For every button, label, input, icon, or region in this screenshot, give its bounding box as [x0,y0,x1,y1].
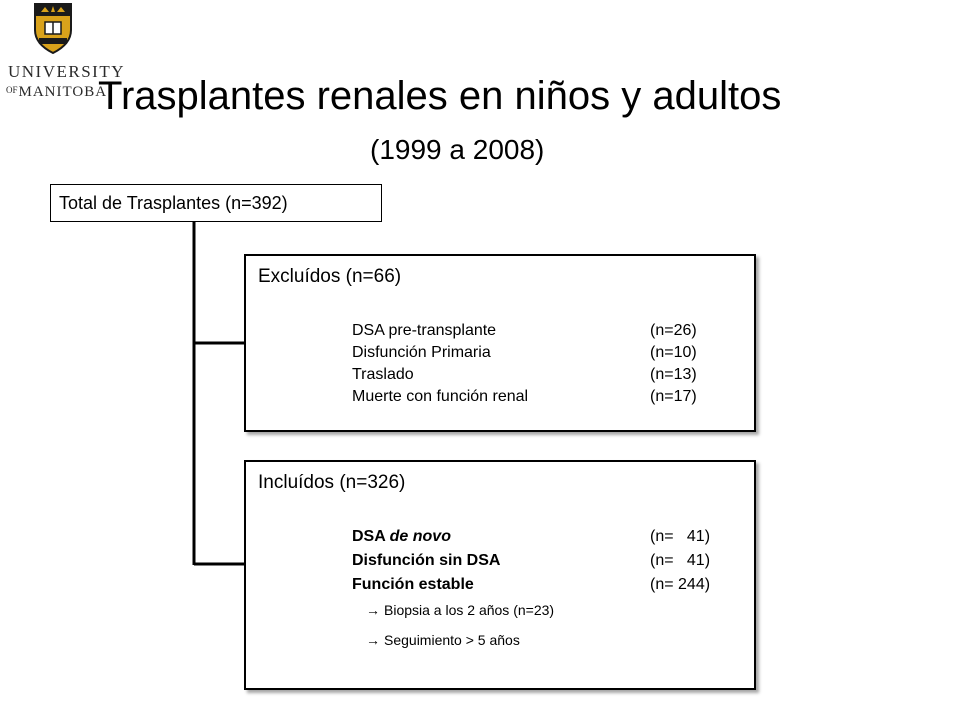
excluded-header: Excluídos (n=66) [258,266,402,287]
excluded-item: Traslado (n=13) [352,366,752,388]
included-box: Incluídos (n=326) DSA de novo (n= 41) Dis… [244,460,756,690]
excluded-item-label: Disfunción Primaria [352,344,491,361]
included-header: Incluídos (n=326) [258,472,406,493]
included-item: DSA de novo (n= 41) [352,528,752,552]
arrow-right-icon: → [366,602,380,618]
excluded-item-count: (n=13) [650,366,697,383]
logo-manitoba-word: MANITOBA [18,84,108,100]
excluded-item-count: (n=10) [650,344,697,361]
included-item: Función estable (n= 244) [352,576,752,600]
excluded-item: Muerte con función renal (n=17) [352,388,752,410]
excluded-item-label: Traslado [352,366,414,383]
included-item: Disfunción sin DSA (n= 41) [352,552,752,576]
included-item-count: (n= 41) [650,552,711,569]
total-transplants-label: Total de Trasplantes (n=392) [59,193,288,213]
university-logo: UNIVERSITY OFMANITOBA [4,2,124,106]
excluded-box: Excluídos (n=66) DSA pre-transplante (n=2… [244,254,756,432]
included-item-count: (n= 244) [650,576,711,593]
subitem-biopsy: → Biopsia a los 2 años (n=23) [366,602,554,618]
excluded-item: Disfunción Primaria (n=10) [352,344,752,366]
excluded-item-count: (n=26) [650,322,697,339]
subitem-followup-text: Seguimiento > 5 años [384,632,520,648]
excluded-item-label: DSA pre-transplante [352,322,497,339]
logo-university-text: UNIVERSITY [8,62,125,81]
excluded-item-label: Muerte con función renal [352,388,529,405]
included-item-label: Función estable [352,576,474,593]
logo-of-text: OF [6,85,18,95]
excluded-item-count: (n=17) [650,388,697,405]
excluded-item: DSA pre-transplante (n=26) [352,322,752,344]
logo-manitoba-text: OFMANITOBA [6,84,107,101]
included-item-label-main: DSA [352,528,390,545]
included-item-label-italic: de novo [389,528,451,545]
crest-icon [34,3,72,54]
included-item-count: (n= 41) [650,528,711,545]
included-item-label: Disfunción sin DSA [352,552,501,569]
excluded-list: DSA pre-transplante (n=26) Disfunción Pri… [352,322,752,410]
total-transplants-box: Total de Trasplantes (n=392) [50,184,382,222]
included-item-label: DSA de novo [352,528,451,546]
subitem-followup: → Seguimiento > 5 años [366,632,520,648]
page-title: Trasplantes renales en niños y adultos [98,74,782,118]
included-list: DSA de novo (n= 41) Disfunción sin DSA (n=… [352,528,752,600]
page-subtitle: (1999 a 2008) [370,134,545,165]
subitem-biopsy-text: Biopsia a los 2 años (n=23) [384,602,555,618]
arrow-right-icon: → [366,632,380,648]
